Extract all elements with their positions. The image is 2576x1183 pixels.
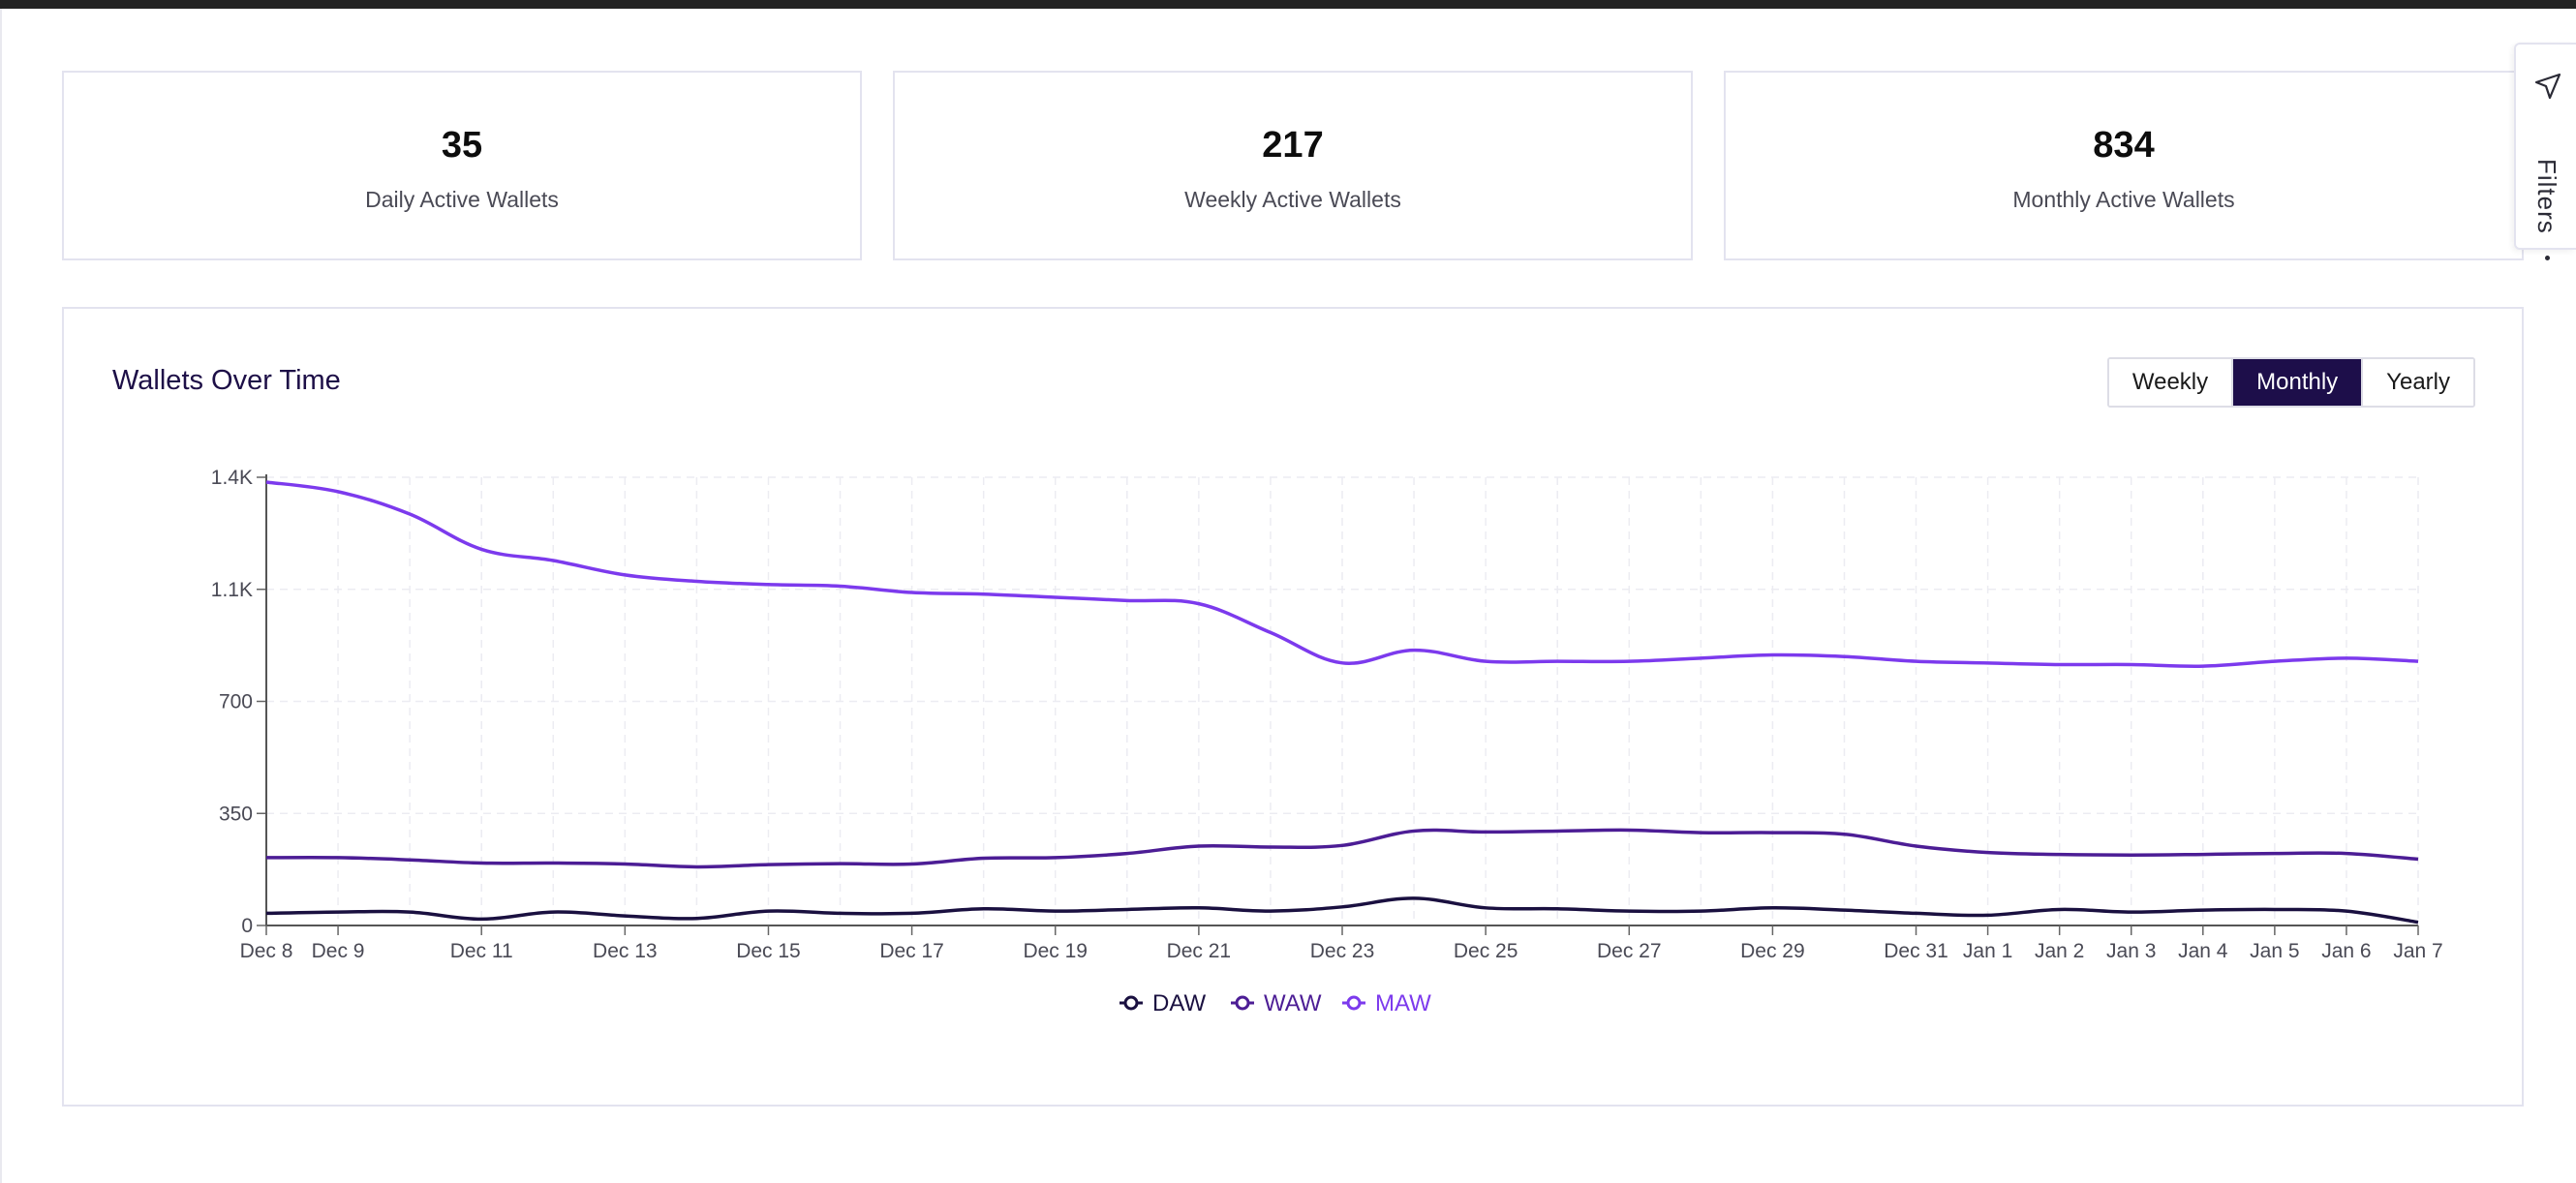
legend-swatch-marker [1123, 995, 1139, 1011]
y-tick-label: 350 [219, 803, 253, 825]
weekly-button[interactable]: Weekly [2108, 359, 2234, 406]
legend-swatch-marker [1235, 995, 1250, 1011]
yearly-button[interactable]: Yearly [2363, 359, 2473, 406]
series-line-maw [265, 480, 2419, 668]
series-line-daw [265, 896, 2419, 925]
top-bar [0, 0, 2576, 9]
legend-label-waw: WAW [1264, 990, 1322, 1016]
filter-funnel-icon [2534, 73, 2561, 100]
monthly-active-wallets-label: Monthly Active Wallets [2012, 187, 2235, 212]
y-tick-label: 1.1K [211, 579, 253, 601]
stat-card-daily: 35 Daily Active Wallets [62, 71, 862, 260]
filters-indicator-dot [2545, 256, 2550, 260]
x-tick-label: Jan 5 [2250, 940, 2299, 962]
x-tick-label: Jan 3 [2106, 940, 2156, 962]
monthly-button[interactable]: Monthly [2233, 359, 2364, 406]
legend-label-daw: DAW [1152, 990, 1206, 1016]
x-tick-label: Dec 11 [450, 940, 513, 962]
x-tick-label: Jan 4 [2178, 940, 2228, 962]
x-tick-label: Dec 15 [736, 940, 801, 962]
stat-card-monthly: 834 Monthly Active Wallets [1724, 71, 2524, 260]
wallets-over-time-card: Wallets Over Time Weekly Monthly Yearly [62, 307, 2524, 1107]
x-tick-label: Dec 9 [312, 940, 365, 962]
x-tick-label: Jan 6 [2321, 940, 2371, 962]
y-tick-label: 700 [219, 691, 253, 713]
filters-label: Filters [2532, 159, 2561, 234]
x-tick-label: Dec 13 [593, 940, 658, 962]
y-tick-label: 0 [241, 915, 253, 937]
time-range-toggle: Weekly Monthly Yearly [2106, 357, 2475, 408]
y-tick-label: 1.4K [211, 467, 253, 489]
legend-label-maw: MAW [1375, 990, 1431, 1016]
x-tick-label: Jan 7 [2393, 940, 2442, 962]
chart-title: Wallets Over Time [112, 365, 341, 396]
weekly-active-wallets-value: 217 [1262, 125, 1324, 166]
x-tick-label: Dec 8 [240, 940, 293, 962]
x-tick-label: Dec 21 [1167, 940, 1232, 962]
daily-active-wallets-value: 35 [441, 125, 483, 166]
x-tick-label: Dec 25 [1454, 940, 1518, 962]
filters-button[interactable]: Filters [2514, 43, 2576, 260]
daily-active-wallets-label: Daily Active Wallets [365, 187, 559, 212]
left-border [0, 9, 2, 1183]
monthly-active-wallets-value: 834 [2093, 125, 2155, 166]
x-tick-label: Jan 2 [2035, 940, 2084, 962]
series-line-waw [265, 828, 2419, 869]
x-tick-label: Dec 19 [1023, 940, 1088, 962]
x-tick-label: Dec 23 [1310, 940, 1375, 962]
x-tick-label: Dec 27 [1597, 940, 1662, 962]
x-tick-label: Jan 1 [1963, 940, 2012, 962]
weekly-active-wallets-label: Weekly Active Wallets [1184, 187, 1401, 212]
x-tick-label: Dec 29 [1740, 940, 1805, 962]
x-tick-label: Dec 17 [879, 940, 944, 962]
legend-swatch-marker [1346, 995, 1362, 1011]
x-tick-label: Dec 31 [1884, 940, 1948, 962]
stat-card-weekly: 217 Weekly Active Wallets [893, 71, 1693, 260]
